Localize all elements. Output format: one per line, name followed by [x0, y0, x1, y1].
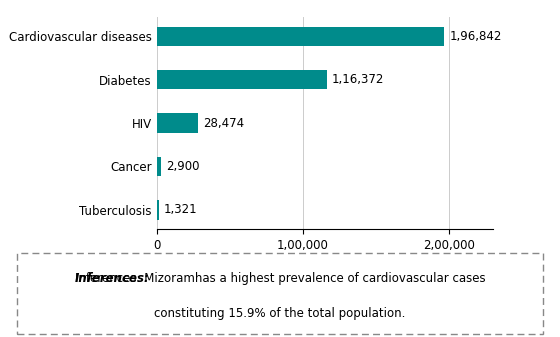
- Text: 2,900: 2,900: [166, 160, 200, 173]
- Text: Inferences:: Inferences:: [74, 272, 150, 285]
- FancyBboxPatch shape: [17, 253, 543, 334]
- Text: 1,16,372: 1,16,372: [332, 73, 384, 86]
- Text: 1,321: 1,321: [164, 203, 198, 216]
- Text: constituting 15.9% of the total population.: constituting 15.9% of the total populati…: [155, 307, 405, 320]
- X-axis label: Total number of cases: Total number of cases: [251, 257, 398, 270]
- Bar: [157, 200, 158, 219]
- Text: 1,96,842: 1,96,842: [450, 30, 502, 43]
- Bar: [157, 113, 198, 133]
- Bar: [157, 70, 327, 89]
- Bar: [157, 157, 161, 176]
- Bar: [157, 27, 445, 46]
- Text: 28,474: 28,474: [203, 117, 245, 129]
- Text: Inferences: Mizoramhas a highest prevalence of cardiovascular cases: Inferences: Mizoramhas a highest prevale…: [74, 272, 486, 285]
